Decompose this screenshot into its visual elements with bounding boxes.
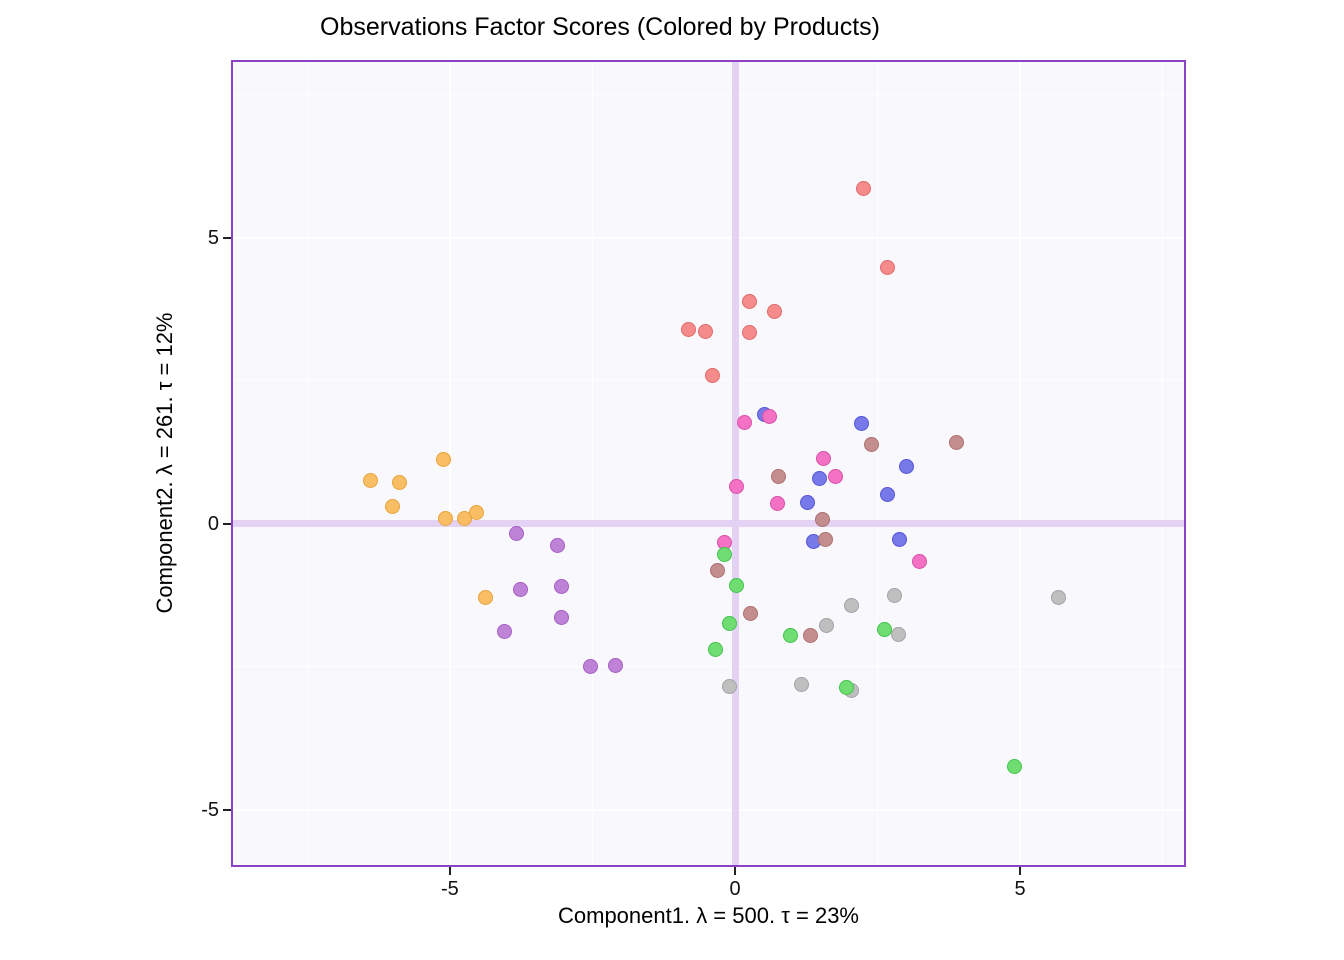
data-point-brown — [802, 628, 818, 644]
y-axis-tick-label: 5 — [207, 226, 219, 249]
data-point-pink — [769, 496, 785, 512]
data-point-pink — [828, 469, 844, 485]
data-point-blue — [800, 495, 816, 511]
data-point-gray — [1050, 590, 1066, 606]
data-point-blue — [880, 487, 896, 503]
data-point-blue — [898, 458, 914, 474]
y-axis-tick — [223, 236, 231, 239]
data-point-purple — [497, 624, 513, 640]
y-minor-gridline — [231, 94, 1186, 96]
data-point-red — [742, 325, 758, 341]
x-axis-tick — [448, 867, 451, 875]
x-axis-label: Component1. λ = 500. τ = 23% — [558, 903, 859, 928]
data-point-pink — [762, 409, 778, 425]
data-point-green — [877, 622, 893, 638]
data-point-gray — [793, 677, 809, 693]
data-point-green — [722, 616, 738, 632]
x-major-gridline — [1019, 60, 1022, 867]
data-point-green — [717, 547, 733, 563]
data-point-gray — [886, 588, 902, 604]
data-point-red — [698, 324, 714, 340]
x-axis-tick-label: -5 — [441, 878, 459, 900]
data-point-brown — [710, 563, 726, 579]
data-point-brown — [743, 606, 759, 622]
data-point-purple — [508, 526, 524, 542]
plot-panel-border — [231, 60, 1186, 867]
data-point-purple — [512, 582, 528, 598]
data-point-orange — [478, 590, 494, 606]
data-point-green — [728, 577, 744, 593]
data-point-purple — [608, 658, 624, 674]
data-point-pink — [728, 478, 744, 494]
data-point-gray — [890, 627, 906, 643]
data-point-green — [707, 641, 723, 657]
y-major-gridline — [231, 236, 1186, 239]
data-point-orange — [456, 511, 472, 527]
plot-title: Observations Factor Scores (Colored by P… — [320, 13, 880, 41]
origin-horizontal-line — [231, 520, 1186, 528]
data-point-blue — [853, 416, 869, 432]
y-axis-tick-label: -5 — [201, 798, 219, 821]
y-major-gridline — [231, 808, 1186, 811]
data-point-red — [856, 180, 872, 196]
data-point-red — [741, 294, 757, 310]
data-point-purple — [554, 610, 570, 626]
data-point-orange — [385, 498, 401, 514]
data-point-gray — [722, 679, 738, 695]
data-point-green — [783, 628, 799, 644]
data-point-red — [704, 368, 720, 384]
data-point-gray — [843, 597, 859, 613]
data-point-brown — [864, 437, 880, 453]
data-point-green — [1007, 759, 1023, 775]
x-axis-tick — [1019, 867, 1022, 875]
data-point-orange — [391, 474, 407, 490]
data-point-green — [838, 680, 854, 696]
data-point-brown — [815, 512, 831, 528]
x-axis-tick-label: 0 — [729, 878, 741, 900]
x-minor-gridline — [591, 60, 593, 867]
data-point-brown — [949, 435, 965, 451]
plot-panel — [231, 60, 1186, 867]
y-axis-tick-label: 0 — [207, 512, 219, 535]
data-point-orange — [362, 473, 378, 489]
data-point-purple — [583, 659, 599, 675]
data-point-red — [880, 259, 896, 275]
data-point-orange — [469, 505, 485, 521]
data-point-purple — [549, 538, 565, 554]
data-point-brown — [771, 469, 787, 485]
origin-vertical-line — [731, 60, 739, 867]
data-point-orange — [438, 510, 454, 526]
y-axis-tick — [223, 522, 231, 525]
x-axis-tick-label: 5 — [1014, 878, 1026, 900]
y-axis-tick — [223, 808, 231, 811]
data-point-gray — [819, 617, 835, 633]
data-point-pink — [911, 553, 927, 569]
x-minor-gridline — [306, 60, 308, 867]
x-minor-gridline — [877, 60, 879, 867]
data-point-red — [767, 304, 783, 320]
data-point-orange — [435, 452, 451, 468]
x-axis-tick — [734, 867, 736, 875]
data-point-purple — [553, 579, 569, 595]
data-point-pink — [736, 415, 752, 431]
x-major-gridline — [448, 60, 451, 867]
data-point-red — [681, 322, 697, 338]
data-point-pink — [816, 450, 832, 466]
data-point-blue — [812, 471, 828, 487]
x-minor-gridline — [1162, 60, 1164, 867]
data-point-blue — [891, 532, 907, 548]
data-point-brown — [817, 532, 833, 548]
y-minor-gridline — [231, 666, 1186, 668]
y-axis-label: Component2. λ = 261. τ = 12% — [152, 312, 177, 614]
